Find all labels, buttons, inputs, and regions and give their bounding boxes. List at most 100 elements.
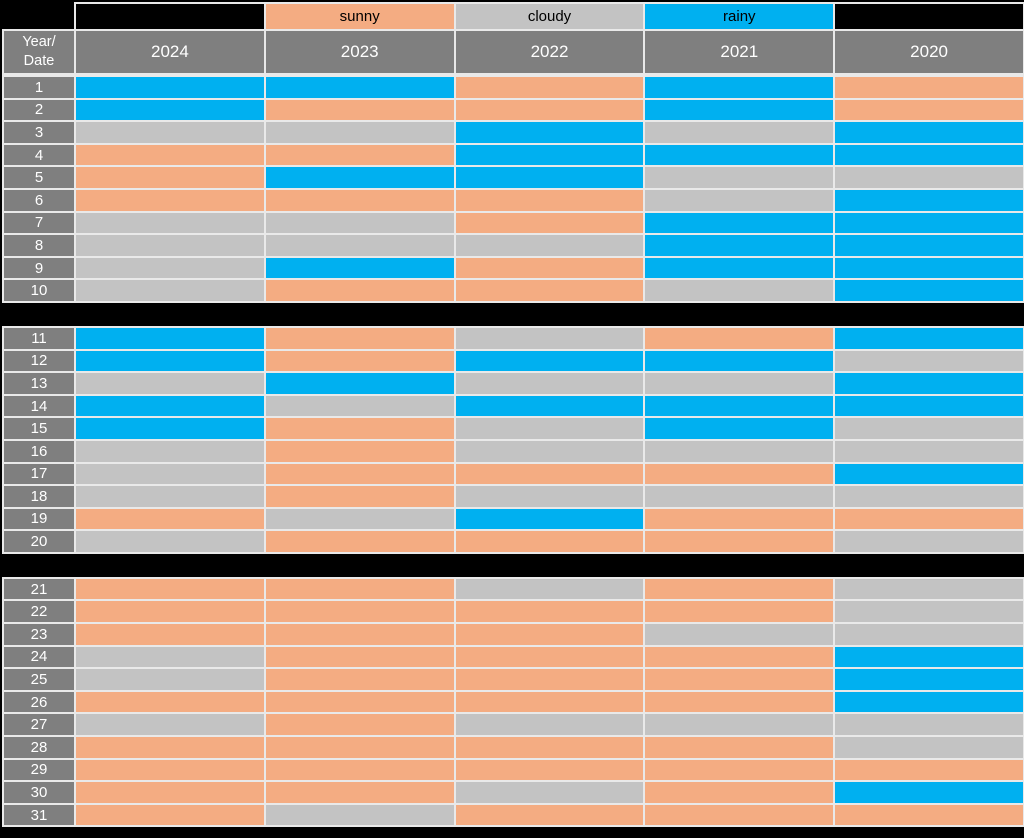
weather-cell-2021-31 — [643, 802, 836, 828]
date-row-21: 21 — [2, 576, 1024, 602]
weather-cell-2023-7 — [263, 210, 456, 236]
weather-cell-2023-17 — [263, 461, 456, 487]
weather-cell-2020-9 — [833, 255, 1024, 281]
date-label-25: 25 — [2, 667, 76, 692]
weather-cell-2023-9 — [263, 255, 456, 281]
legend-corner-spacer — [3, 3, 75, 30]
weather-cell-2024-17 — [74, 461, 266, 487]
weather-cell-2021-2 — [643, 97, 836, 123]
year-header-2024: 2024 — [74, 29, 266, 75]
weather-cell-2023-27 — [263, 712, 456, 738]
weather-cell-2022-12 — [453, 348, 646, 374]
weather-cell-2021-22 — [643, 599, 836, 625]
date-row-1: 1 — [2, 75, 1024, 100]
weather-cell-2022-8 — [453, 233, 646, 258]
weather-cell-2020-3 — [833, 120, 1024, 145]
weather-cell-2020-29 — [833, 757, 1024, 783]
weather-cell-2021-21 — [643, 576, 836, 602]
date-row-10: 10 — [2, 278, 1024, 303]
date-label-31: 31 — [2, 802, 76, 828]
weather-cell-2020-16 — [833, 438, 1024, 464]
weather-cell-2021-4 — [643, 142, 836, 168]
weather-cell-2022-4 — [453, 142, 646, 168]
legend-item-rainy: rainy — [643, 2, 836, 31]
weather-cell-2022-5 — [453, 165, 646, 190]
weather-cell-2024-4 — [74, 142, 266, 168]
weather-cell-2024-20 — [74, 529, 266, 554]
weather-cell-2020-11 — [833, 325, 1024, 351]
date-label-22: 22 — [2, 599, 76, 625]
weather-cell-2022-11 — [453, 325, 646, 351]
weather-cell-2022-31 — [453, 802, 646, 828]
weather-cell-2021-24 — [643, 644, 836, 670]
date-label-21: 21 — [2, 576, 76, 602]
weather-cell-2022-16 — [453, 438, 646, 464]
weather-cell-2023-19 — [263, 506, 456, 532]
calendar-section-11-20: 11 12 13 14 15 16 17 18 19 20 — [2, 325, 1024, 554]
date-label-5: 5 — [2, 165, 76, 190]
weather-cell-2020-10 — [833, 278, 1024, 303]
weather-cell-2021-7 — [643, 210, 836, 236]
weather-cell-2020-8 — [833, 233, 1024, 258]
weather-cell-2023-21 — [263, 576, 456, 602]
weather-cell-2020-26 — [833, 689, 1024, 715]
weather-cell-2021-20 — [643, 529, 836, 554]
date-label-23: 23 — [2, 622, 76, 647]
date-row-24: 24 — [2, 644, 1024, 670]
weather-cell-2021-19 — [643, 506, 836, 532]
weather-cell-2023-25 — [263, 667, 456, 692]
date-row-5: 5 — [2, 165, 1024, 190]
weather-cell-2020-13 — [833, 371, 1024, 396]
year-header-2020: 2020 — [833, 29, 1024, 75]
weather-cell-2024-21 — [74, 576, 266, 602]
weather-cell-2022-24 — [453, 644, 646, 670]
legend-filler-cell — [74, 2, 266, 31]
weather-cell-2022-2 — [453, 97, 646, 123]
date-row-27: 27 — [2, 712, 1024, 738]
weather-cell-2023-1 — [263, 75, 456, 100]
weather-cell-2021-30 — [643, 780, 836, 805]
date-label-20: 20 — [2, 529, 76, 554]
weather-cell-2024-16 — [74, 438, 266, 464]
weather-cell-2023-20 — [263, 529, 456, 554]
weather-cell-2024-27 — [74, 712, 266, 738]
date-row-19: 19 — [2, 506, 1024, 532]
weather-cell-2023-12 — [263, 348, 456, 374]
weather-cell-2021-6 — [643, 187, 836, 213]
legend-filler-cell — [833, 2, 1024, 31]
weather-cell-2024-1 — [74, 75, 266, 100]
weather-cell-2024-30 — [74, 780, 266, 805]
weather-cell-2021-15 — [643, 416, 836, 441]
date-row-20: 20 — [2, 529, 1024, 554]
weather-cell-2020-28 — [833, 735, 1024, 760]
weather-cell-2024-24 — [74, 644, 266, 670]
date-row-2: 2 — [2, 97, 1024, 123]
weather-cell-2020-5 — [833, 165, 1024, 190]
corner-header-cell: Year/ Date — [2, 29, 76, 75]
date-label-10: 10 — [2, 278, 76, 303]
date-row-18: 18 — [2, 484, 1024, 509]
weather-cell-2023-8 — [263, 233, 456, 258]
date-row-25: 25 — [2, 667, 1024, 692]
weather-cell-2021-3 — [643, 120, 836, 145]
weather-cell-2023-3 — [263, 120, 456, 145]
year-header-2021: 2021 — [643, 29, 836, 75]
date-row-16: 16 — [2, 438, 1024, 464]
weather-cell-2020-17 — [833, 461, 1024, 487]
weather-cell-2020-24 — [833, 644, 1024, 670]
weather-cell-2023-15 — [263, 416, 456, 441]
weather-cell-2024-12 — [74, 348, 266, 374]
weather-cell-2022-20 — [453, 529, 646, 554]
date-row-3: 3 — [2, 120, 1024, 145]
weather-cell-2023-24 — [263, 644, 456, 670]
date-label-6: 6 — [2, 187, 76, 213]
weather-cell-2020-20 — [833, 529, 1024, 554]
weather-cell-2022-26 — [453, 689, 646, 715]
date-label-19: 19 — [2, 506, 76, 532]
weather-cell-2023-14 — [263, 393, 456, 419]
date-row-8: 8 — [2, 233, 1024, 258]
date-label-16: 16 — [2, 438, 76, 464]
date-row-22: 22 — [2, 599, 1024, 625]
date-label-26: 26 — [2, 689, 76, 715]
weather-cell-2020-4 — [833, 142, 1024, 168]
